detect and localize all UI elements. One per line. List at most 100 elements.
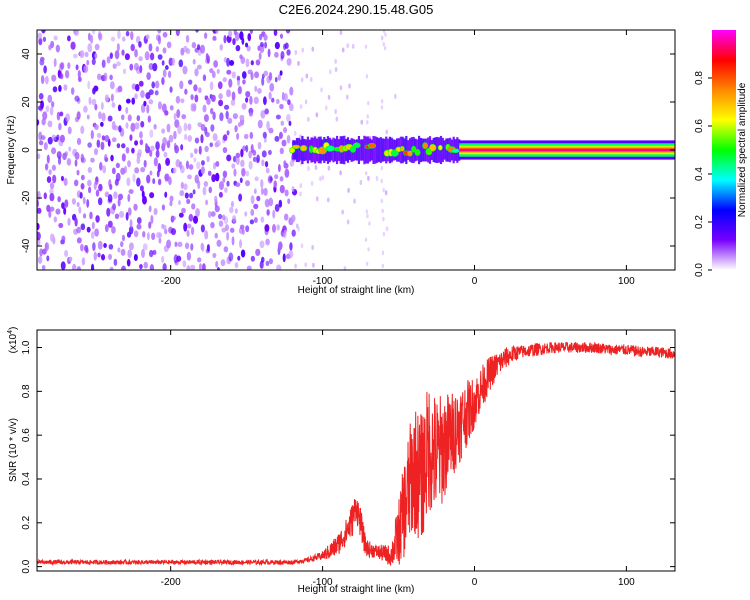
spectrogram-cell — [80, 174, 85, 181]
spectrogram-cell — [222, 177, 226, 183]
spectrogram-cell — [74, 152, 80, 160]
spectrogram-cell — [196, 44, 201, 51]
spectrogram-cell — [76, 169, 80, 176]
spectrogram-cell — [169, 195, 174, 202]
spectrogram-cell — [196, 161, 201, 170]
spectrogram-cell — [278, 131, 283, 140]
spectrogram-cell — [182, 65, 188, 75]
spectrogram-cell — [147, 115, 152, 123]
spectrogram-cell — [130, 122, 136, 132]
spectrogram-cell — [278, 163, 281, 173]
spectrogram-cell — [291, 229, 296, 237]
spectrogram-cell — [161, 128, 166, 134]
spectrogram-cell — [45, 105, 50, 113]
spectrogram-cell — [117, 104, 122, 112]
spectrogram-cell — [364, 44, 368, 49]
spectrogram-cell — [100, 101, 104, 110]
spectrogram-cell — [49, 188, 54, 195]
colorbar-gradient — [712, 30, 736, 270]
spectrogram-cell — [294, 50, 298, 56]
spectrogram-cell — [226, 180, 230, 187]
spectrogram-cell — [111, 137, 117, 143]
spectrogram-cell — [266, 209, 270, 216]
spectrogram-cell — [83, 105, 88, 113]
spectrogram-cell — [422, 142, 428, 150]
spectrogram-cell — [67, 126, 72, 135]
spectrogram-cell — [380, 35, 384, 41]
spectrogram-cell — [140, 90, 145, 99]
spectrogram-cell — [246, 45, 251, 52]
spectrogram-cell — [215, 139, 221, 147]
spectrogram-cell — [258, 33, 263, 41]
spectrogram-cell — [52, 174, 57, 184]
spectrogram-cell — [49, 206, 55, 212]
snr-y-ticks: 0.0 0.2 0.4 0.6 0.8 1.0 — [21, 340, 675, 574]
spectrogram-cell — [117, 85, 123, 93]
spectrogram-x-tick-label: -200 — [161, 276, 181, 287]
spectrogram-cell — [157, 101, 162, 110]
spectrogram-cell — [63, 177, 68, 186]
spectrogram-cell — [64, 250, 69, 257]
spectrogram-cell — [245, 225, 250, 233]
spectrogram-cell — [220, 259, 226, 267]
spectrogram-cell — [148, 221, 152, 229]
spectrogram-cell — [161, 255, 165, 264]
spectrogram-cell — [100, 141, 105, 151]
spectrogram-cell — [187, 135, 193, 142]
spectrogram-cell — [53, 216, 58, 223]
spectrogram-cell — [379, 137, 382, 163]
spectrogram-cell — [218, 181, 224, 191]
spectrogram-cell — [304, 262, 308, 268]
spectrogram-cell — [244, 211, 248, 217]
spectrogram-cell — [265, 260, 270, 267]
spectrogram-cell — [94, 53, 98, 59]
spectrogram-cell — [240, 159, 245, 168]
spectrogram-cell — [218, 220, 224, 227]
spectrogram-cell — [279, 184, 285, 194]
spectrogram-cell — [177, 241, 183, 248]
spectrogram-cell — [215, 260, 219, 268]
colorbar-tick-label: 0.4 — [694, 167, 705, 181]
spectrogram-cell — [74, 30, 80, 37]
spectrogram-cell — [311, 46, 315, 52]
spectrogram-cell — [61, 235, 66, 243]
spectrogram-cell — [226, 231, 230, 241]
spectrogram-cell — [250, 60, 254, 66]
spectrogram-cell — [128, 225, 134, 235]
spectrogram-cell — [139, 185, 144, 192]
spectrogram-cell — [139, 139, 144, 146]
spectrogram-cell — [368, 221, 371, 226]
spectrogram-cell — [250, 72, 254, 81]
spectrogram-cell — [134, 167, 140, 174]
spectrogram-cell — [245, 42, 249, 48]
spectrogram-cell — [152, 178, 156, 185]
spectrogram-cell — [268, 149, 272, 156]
spectrogram-cell — [110, 154, 114, 162]
spectrogram-cell — [419, 137, 422, 163]
spectrogram-cell — [194, 68, 199, 77]
spectrogram-cell — [367, 142, 377, 149]
spectrogram-cell — [91, 58, 96, 66]
spectrogram-cell — [264, 108, 269, 115]
snr-x-tick-label: -100 — [313, 577, 333, 588]
spectrogram-cell — [384, 190, 388, 196]
spectrogram-cell — [222, 77, 227, 83]
spectrogram-x-tick-label: 100 — [618, 276, 635, 287]
spectrogram-cell — [283, 92, 288, 102]
spectrogram-cell — [125, 30, 130, 37]
spectrogram-cell — [231, 163, 236, 169]
spectrogram-cell — [47, 94, 53, 103]
spectrogram-cell — [179, 190, 185, 197]
spectrogram-cell — [223, 104, 230, 110]
spectrogram-cell — [326, 197, 330, 203]
spectrogram-cell — [166, 41, 172, 49]
spectrogram-cell — [408, 138, 412, 162]
spectrogram-cell — [443, 140, 446, 160]
spectrogram-cell — [282, 253, 286, 263]
spectrogram-cell — [46, 255, 50, 262]
spectrogram-cell — [380, 99, 384, 104]
spectrogram-cell — [148, 43, 153, 52]
spectrogram-cell — [146, 232, 150, 241]
spectrogram-cell — [300, 243, 304, 249]
spectrogram-cell — [134, 93, 138, 100]
